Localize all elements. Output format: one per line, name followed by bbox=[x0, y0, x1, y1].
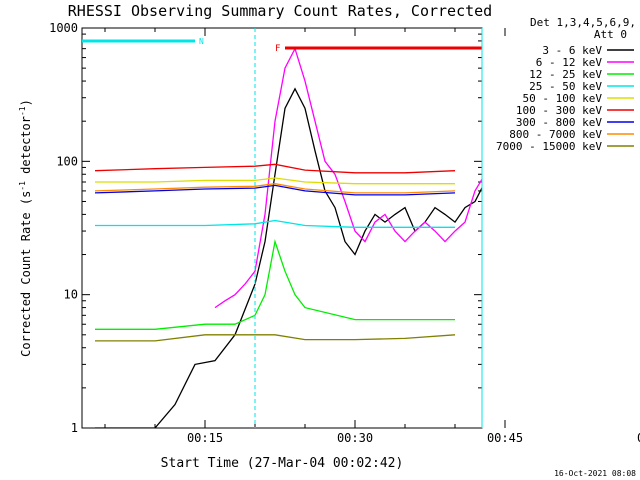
legend-label-2: 12 - 25 keV bbox=[529, 68, 602, 81]
series-line-6 bbox=[94, 184, 456, 196]
legend-label-4: 50 - 100 keV bbox=[523, 92, 603, 105]
generation-timestamp: 16-Oct-2021 08:08 bbox=[554, 469, 636, 478]
saa-marker-label: N bbox=[199, 37, 204, 46]
x-tick-label: 00:30 bbox=[337, 431, 373, 445]
legend-label-1: 6 - 12 keV bbox=[536, 56, 603, 69]
x-tick-label: 01:00 bbox=[637, 431, 640, 445]
x-axis-label: Start Time (27-Mar-04 00:02:42) bbox=[161, 456, 404, 471]
overlay-markers: NF bbox=[82, 28, 483, 428]
series-line-8 bbox=[95, 334, 456, 342]
plot-area bbox=[94, 46, 482, 428]
series-line-7 bbox=[94, 183, 456, 194]
y-axis-label: Corrected Count Rate (s-1 detector-1) bbox=[18, 99, 33, 357]
legend-label-3: 25 - 50 keV bbox=[529, 80, 602, 93]
y-tick-label: 100 bbox=[56, 154, 78, 168]
legend-label-5: 100 - 300 keV bbox=[516, 104, 602, 117]
legend-label-6: 300 - 800 keV bbox=[516, 116, 602, 129]
y-tick-label: 1000 bbox=[49, 21, 78, 35]
series-line-2 bbox=[95, 239, 455, 330]
series-line-1 bbox=[214, 46, 482, 309]
legend-label-8: 7000 - 15000 keV bbox=[496, 140, 602, 153]
plot-frame bbox=[81, 27, 483, 429]
x-tick-label: 00:15 bbox=[187, 431, 223, 445]
legend-label-0: 3 - 6 keV bbox=[542, 44, 602, 57]
y-axis: 1 10 100 1000 bbox=[49, 21, 482, 435]
series-line-3 bbox=[95, 219, 455, 228]
legend-label-7: 800 - 7000 keV bbox=[509, 128, 602, 141]
y-tick-label: 10 bbox=[64, 288, 78, 302]
flare-marker-label: F bbox=[275, 44, 280, 54]
x-tick-label: 00:45 bbox=[487, 431, 523, 445]
legend-header-line-2: Att 0 bbox=[594, 28, 627, 41]
series-line-4 bbox=[95, 177, 455, 185]
legend-header-line-1: Det 1,3,4,5,6,9, bbox=[530, 16, 636, 29]
y-tick-label: 1 bbox=[71, 421, 78, 435]
chart-title: RHESSI Observing Summary Count Rates, Co… bbox=[68, 2, 492, 20]
series-line-5 bbox=[94, 163, 456, 174]
series-line-0 bbox=[95, 87, 482, 428]
